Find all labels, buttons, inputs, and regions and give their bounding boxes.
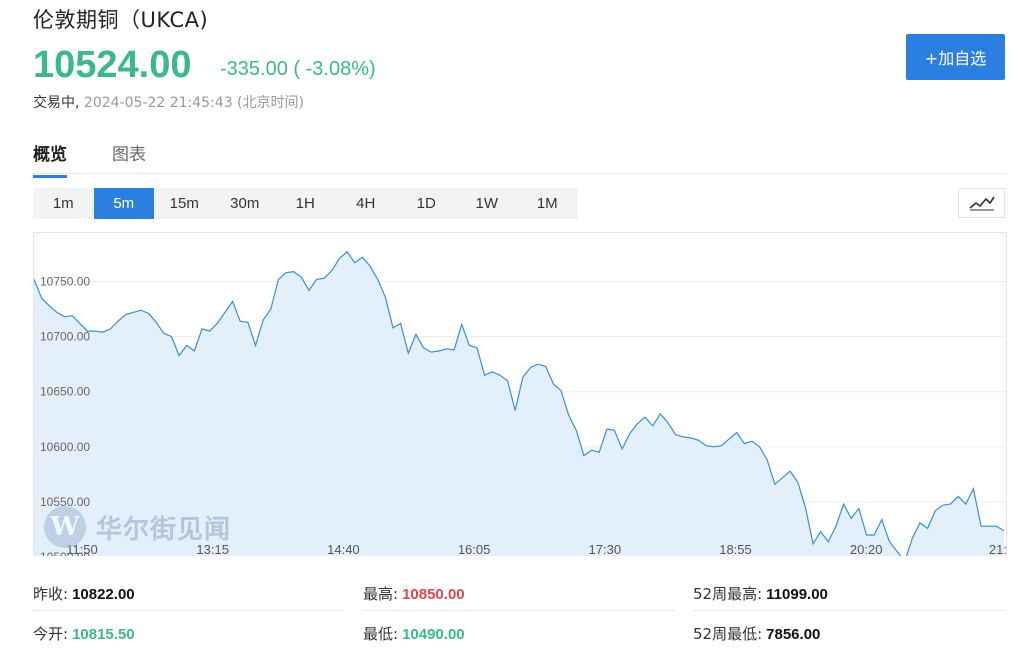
tab-overview[interactable]: 概览: [33, 140, 67, 178]
series-line: [34, 250, 1005, 556]
stat-open: 今开: 10815.50: [33, 623, 135, 644]
quote-stats: 昨收: 10822.00 今开: 10815.50 最高: 10850.00 最低: 1…: [33, 572, 1005, 651]
period-1mo[interactable]: 1M: [536, 195, 558, 212]
stat-value: 10822.00: [72, 586, 135, 603]
stat-value: 10850.00: [402, 586, 465, 603]
x-tick-label: 16:05: [458, 542, 491, 556]
stat-label: 今开:: [33, 625, 69, 643]
status-label: 交易中,: [33, 95, 80, 111]
x-tick-label: 13:15: [196, 542, 229, 556]
y-tick-label: 10600.00: [40, 440, 90, 454]
period-1h[interactable]: 1H: [295, 195, 315, 212]
timestamp: 2024-05-22 21:45:43 (北京时间): [83, 95, 304, 111]
x-tick-label: 20:20: [850, 542, 883, 556]
watermark-text: 华尔街见闻: [96, 514, 232, 545]
stat-52w-high: 52周最高: 11099.00: [693, 583, 828, 604]
stat-value: 7856.00: [766, 626, 821, 643]
period-1d[interactable]: 1D: [416, 195, 436, 212]
period-1m[interactable]: 1m: [52, 195, 74, 212]
stat-label: 52周最低:: [693, 625, 763, 643]
y-tick-label: 10550.00: [40, 495, 90, 509]
stat-label: 最低:: [363, 625, 399, 643]
chart-svg: 10750.00 10700.00 10650.00 10600.00 10550.00…: [34, 250, 1007, 556]
stat-52w-low: 52周最低: 7856.00: [693, 623, 820, 644]
x-tick-label: 21:4: [989, 542, 1007, 556]
y-tick-label: 10650.00: [40, 385, 90, 399]
divider: [363, 610, 675, 611]
tab-bar: 概览 图表: [33, 138, 1005, 178]
watermark-logo: W: [44, 506, 86, 548]
last-price: 10524.00: [33, 44, 192, 86]
y-tick-label: 10700.00: [40, 330, 90, 344]
period-30m[interactable]: 30m: [230, 195, 260, 212]
y-tick-label: 10500.00: [40, 550, 90, 556]
period-15m[interactable]: 15m: [169, 195, 199, 212]
price-change: -335.00 ( -3.08%): [220, 58, 376, 80]
x-tick-label: 14:40: [327, 542, 360, 556]
stat-label: 最高:: [363, 585, 399, 603]
stat-label: 昨收:: [33, 585, 69, 603]
add-to-watchlist-button[interactable]: +加自选: [906, 34, 1005, 80]
line-chart-icon: [968, 196, 995, 211]
stat-low: 最低: 10490.00: [363, 623, 465, 644]
stat-prev-close: 昨收: 10822.00: [33, 583, 135, 604]
period-5m[interactable]: 5m: [93, 188, 154, 219]
divider: [693, 610, 1005, 611]
period-4h[interactable]: 4H: [356, 195, 376, 212]
x-tick-label: 18:55: [719, 542, 752, 556]
series-area: [34, 251, 1004, 556]
stat-value: 11099.00: [766, 586, 828, 603]
divider: [33, 610, 345, 611]
x-tick-label: 17:30: [589, 542, 622, 556]
stat-high: 最高: 10850.00: [363, 583, 465, 604]
stat-label: 52周最高:: [693, 585, 763, 603]
instrument-title: 伦敦期铜（UKCA): [33, 8, 209, 32]
period-1w[interactable]: 1W: [475, 195, 499, 212]
stat-value: 10815.50: [72, 626, 135, 643]
y-tick-label: 10750.00: [40, 275, 90, 289]
watermark: W 华尔街见闻: [44, 506, 231, 548]
stat-value: 10490.00: [402, 626, 465, 643]
chart-type-toggle[interactable]: [958, 188, 1005, 218]
trading-status: 交易中, 2024-05-22 21:45:43 (北京时间): [33, 92, 304, 112]
period-selector: 1m 5m 15m 30m 1H 4H 1D 1W 1M: [33, 188, 578, 219]
price-chart[interactable]: 10750.00 10700.00 10650.00 10600.00 10550.00…: [33, 232, 1007, 556]
tab-chart[interactable]: 图表: [112, 145, 146, 165]
